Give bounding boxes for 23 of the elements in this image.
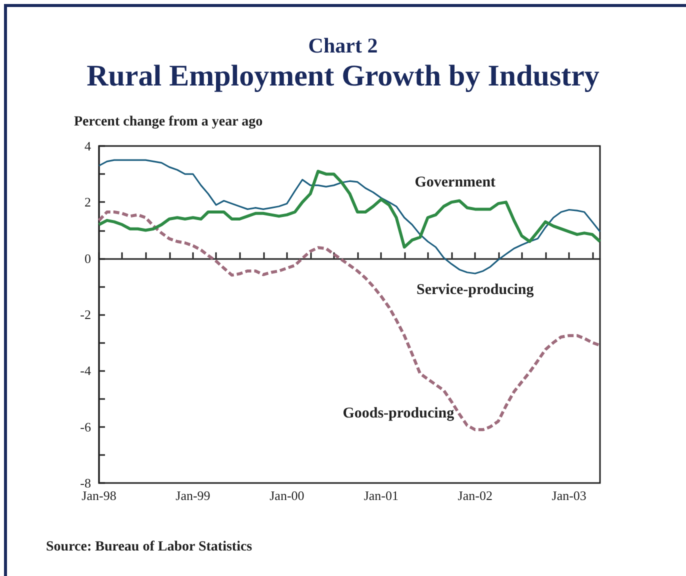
- y-tick-label: -8: [80, 476, 91, 490]
- y-tick-label: -4: [80, 363, 92, 378]
- y-tick-label: 2: [84, 194, 91, 210]
- chart-title: Rural Employment Growth by Industry: [86, 60, 600, 92]
- line-series: [98, 210, 602, 432]
- y-tick-label: -2: [80, 307, 91, 322]
- y-tick-label: 4: [84, 138, 92, 154]
- series-label: Government: [414, 174, 496, 191]
- x-tick-label: Jan-03: [552, 488, 586, 503]
- y-axis-title: Percent change from a year ago: [74, 114, 263, 130]
- y-tick-label: 0: [84, 250, 91, 266]
- y-tick-label: -6: [80, 419, 92, 434]
- x-tick-label: Jan-01: [364, 488, 398, 503]
- line-series: [98, 170, 602, 249]
- line-series: [98, 159, 601, 274]
- x-tick-label: Jan-98: [82, 488, 116, 503]
- x-tick-label: Jan-99: [176, 488, 210, 503]
- series-label: Goods-producing: [342, 406, 455, 422]
- series-label: Service-producing: [416, 282, 534, 298]
- chart-subtitle: Chart 2: [308, 34, 378, 58]
- x-tick-label: Jan-02: [458, 488, 492, 503]
- x-tick-label: Jan-00: [270, 488, 304, 503]
- source-note: Source: Bureau of Labor Statistics: [46, 540, 253, 554]
